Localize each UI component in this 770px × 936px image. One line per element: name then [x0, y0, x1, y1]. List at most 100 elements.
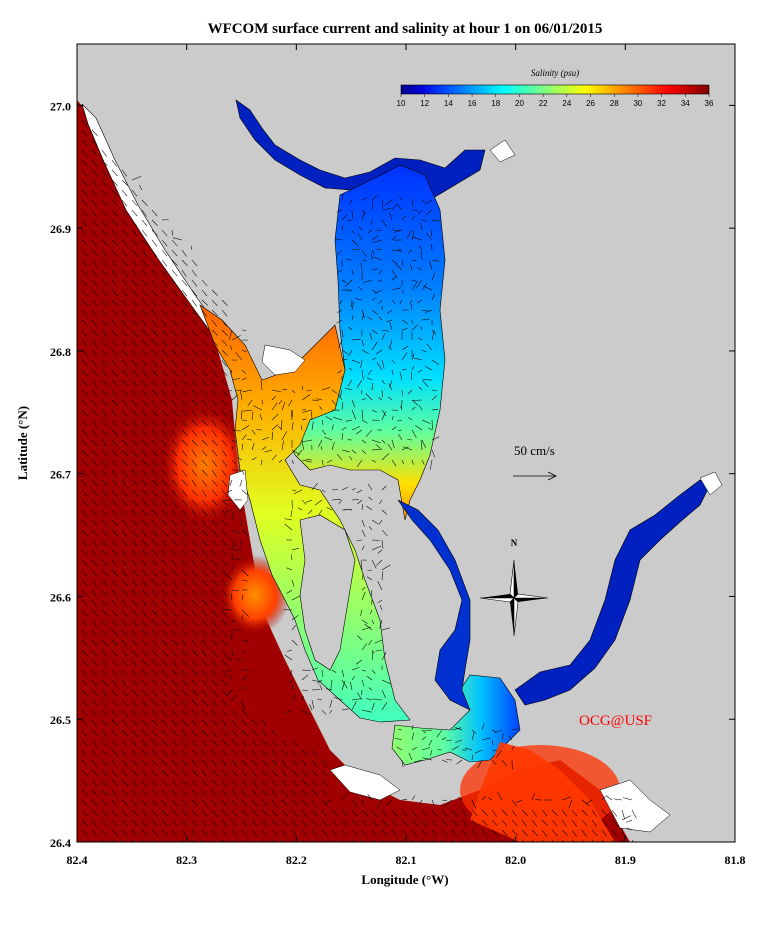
current-vector [366, 576, 373, 581]
current-vector [451, 745, 459, 751]
current-vector [181, 789, 188, 797]
current-vector [591, 839, 594, 842]
current-vector [91, 569, 98, 577]
current-vector [307, 509, 313, 515]
current-vector [151, 549, 158, 556]
current-vector [581, 809, 588, 816]
current-vector [191, 409, 197, 417]
current-vector [591, 819, 597, 827]
current-vector [131, 449, 138, 457]
current-vector [91, 669, 98, 677]
current-vector [336, 319, 343, 324]
current-vector [291, 410, 293, 421]
current-vector [331, 489, 339, 491]
current-vector [291, 615, 299, 621]
current-vector [131, 539, 138, 547]
current-vector [171, 459, 178, 467]
current-vector [511, 745, 515, 751]
current-vector [361, 197, 368, 201]
current-vector [341, 402, 344, 411]
current-vector [151, 719, 158, 726]
current-vector [414, 357, 423, 361]
current-vector [191, 769, 198, 776]
current-vector [421, 736, 427, 741]
current-vector [181, 309, 188, 317]
current-vector [181, 819, 188, 827]
current-vector [151, 749, 158, 757]
current-vector [81, 369, 88, 376]
current-vector [201, 279, 208, 287]
current-vector [341, 669, 345, 677]
current-vector [221, 329, 228, 336]
current-vector [271, 739, 278, 747]
current-vector [367, 794, 373, 801]
current-vector [339, 389, 343, 398]
current-vector [211, 669, 217, 677]
current-vector [111, 259, 117, 267]
current-vector [201, 779, 208, 787]
current-vector [191, 289, 198, 297]
compass-star-e-light [513, 593, 549, 599]
current-vector [333, 697, 343, 701]
current-vector [171, 629, 178, 637]
current-vector [161, 679, 168, 687]
matlacha-pass-water [397, 499, 471, 711]
current-vector [131, 719, 138, 727]
current-vector [221, 709, 227, 717]
current-vector [613, 798, 623, 801]
current-vector [281, 759, 287, 767]
current-vector [121, 789, 128, 797]
current-vector [291, 809, 298, 817]
current-vector [371, 419, 380, 421]
current-vector [361, 591, 366, 601]
current-vector [341, 433, 343, 441]
current-vector [351, 249, 360, 251]
current-vector [336, 209, 343, 213]
current-vector [241, 779, 248, 787]
current-vector [368, 687, 373, 691]
current-vector [251, 769, 257, 777]
current-vector [371, 559, 377, 569]
current-vector [101, 479, 108, 486]
current-vector [611, 829, 618, 837]
current-vector [381, 819, 388, 827]
current-vector [111, 179, 118, 186]
current-vector [191, 729, 197, 737]
current-vector [361, 519, 365, 527]
current-vector [211, 399, 218, 407]
current-vector [281, 769, 287, 777]
current-vector [471, 809, 478, 817]
current-vector [101, 459, 108, 467]
current-vector [81, 389, 88, 397]
current-vector [111, 819, 118, 827]
current-vector [511, 809, 517, 817]
current-vector [171, 239, 178, 247]
current-vector [101, 249, 107, 257]
current-vector [121, 399, 128, 407]
current-vector [371, 651, 374, 661]
current-vector [191, 829, 197, 837]
current-vector [151, 289, 158, 297]
current-vector [191, 689, 198, 696]
current-vector [211, 649, 217, 657]
current-vector [331, 441, 335, 451]
current-vector [221, 519, 228, 527]
current-vector [361, 573, 364, 581]
current-vector [181, 439, 188, 446]
current-vector [111, 389, 117, 397]
current-vector [131, 279, 138, 286]
current-vector [391, 359, 396, 364]
current-vector [141, 289, 148, 297]
current-vector [131, 176, 142, 181]
current-vector [201, 359, 208, 367]
current-vector [101, 639, 108, 646]
current-vector [161, 809, 168, 816]
colorbar-tick-label: 34 [681, 99, 690, 108]
current-vector [370, 609, 373, 615]
current-vector [121, 539, 128, 547]
current-vector [261, 789, 268, 796]
current-vector [141, 669, 148, 676]
current-vector [81, 459, 88, 467]
current-vector [151, 829, 158, 836]
current-vector [111, 549, 118, 556]
